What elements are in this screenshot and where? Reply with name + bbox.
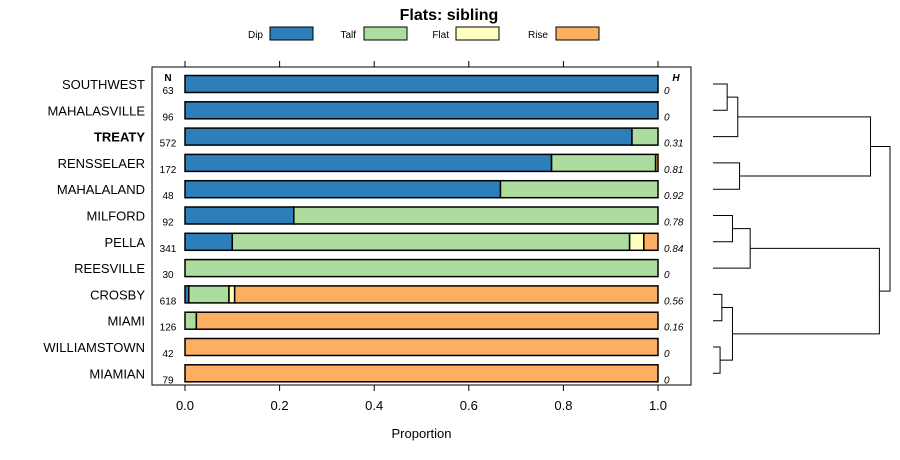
n-value-williamstown: 42 [162, 349, 174, 360]
dendrogram-link [713, 228, 751, 269]
row-label-pella: PELLA [105, 235, 146, 250]
dendrogram-link [737, 116, 872, 177]
n-value-miamian: 79 [162, 375, 174, 386]
n-value-miami: 126 [160, 323, 177, 334]
h-value-miami: 0.16 [664, 323, 684, 334]
n-value-mahalaland: 48 [162, 191, 174, 202]
row-label-williamstown: WILLIAMSTOWN [43, 340, 145, 355]
h-value-rensselaer: 0.81 [664, 165, 683, 176]
row-label-rensselaer: RENSSELAER [58, 156, 145, 171]
h-value-crosby: 0.56 [664, 296, 684, 307]
bar-pella-dip [184, 232, 234, 252]
legend-swatch-rise [555, 26, 600, 41]
n-value-treaty: 572 [160, 139, 177, 150]
bar-mahalaland-talf [499, 179, 659, 199]
bar-southwest-dip [184, 74, 659, 94]
bar-miami-rise [195, 311, 659, 330]
plot-frame [151, 66, 692, 386]
bar-pella-rise [643, 232, 659, 252]
legend-label-flat: Flat [432, 30, 449, 41]
bar-miamian-rise [184, 364, 659, 383]
bar-reesville-talf [184, 258, 659, 278]
legend-label-dip: Dip [248, 30, 263, 41]
bar-miami-talf [184, 311, 198, 330]
row-label-crosby: CROSBY [90, 287, 145, 302]
row-label-mahalasville: MAHALASVILLE [47, 103, 145, 118]
bar-williamstown-rise [184, 337, 659, 357]
h-value-williamstown: 0 [664, 349, 670, 360]
bar-crosby-rise [233, 285, 659, 304]
bar-pella-flat [628, 232, 645, 252]
bar-mahalasville-dip [184, 101, 659, 120]
row-label-reesville: REESVILLE [74, 261, 145, 276]
bar-milford-talf [293, 206, 659, 225]
dendrogram-link [713, 215, 733, 243]
dendrogram [713, 83, 891, 374]
x-axis-title: Proportion [392, 426, 452, 441]
bar-mahalaland-dip [184, 179, 502, 199]
n-value-milford: 92 [162, 218, 174, 229]
h-value-milford: 0.78 [664, 218, 684, 229]
dendrogram-link [732, 247, 880, 335]
n-value-southwest: 63 [162, 86, 174, 97]
bar-rensselaer-talf [550, 153, 657, 173]
dendrogram-link [713, 346, 721, 374]
bar-milford-dip [184, 206, 295, 225]
legend-label-rise: Rise [528, 30, 548, 41]
bar-crosby-talf [188, 285, 230, 304]
legend-swatch-talf [363, 26, 408, 41]
x-tick-label: 0.4 [365, 398, 383, 413]
n-value-mahalasville: 96 [162, 112, 174, 123]
row-label-southwest: SOUTHWEST [62, 77, 145, 92]
x-tick-label: 1.0 [649, 398, 667, 413]
plot-area: 0.0 0.2 0.4 0.6 0.8 1.0 Proportion N H SOUTHWEST 6… [43, 61, 692, 441]
h-value-mahalasville: 0 [664, 112, 670, 123]
bar-rensselaer-rise [654, 153, 659, 173]
row-label-milford: MILFORD [87, 209, 146, 224]
h-value-treaty: 0.31 [664, 139, 683, 150]
h-value-southwest: 0 [664, 86, 670, 97]
legend-swatch-flat [455, 26, 500, 41]
dendrogram-link [870, 145, 891, 292]
bar-treaty-dip [184, 127, 633, 146]
h-value-mahalaland: 0.92 [664, 191, 684, 202]
bar-pella-talf [231, 232, 631, 252]
h-value-reesville: 0 [664, 270, 670, 281]
dendrogram-link [713, 162, 741, 190]
bar-rensselaer-dip [184, 153, 553, 173]
dendrogram-link [713, 293, 723, 322]
n-value-reesville: 30 [162, 270, 174, 281]
dendrogram-link [713, 83, 728, 111]
row-label-mahalaland: MAHALALAND [57, 182, 145, 197]
n-value-crosby: 618 [160, 296, 177, 307]
bar-crosby-flat [228, 285, 236, 304]
n-value-pella: 341 [160, 244, 177, 255]
x-tick-label: 0.8 [554, 398, 572, 413]
n-value-rensselaer: 172 [160, 165, 177, 176]
legend: Dip Talf Flat Rise [248, 26, 600, 41]
dendrogram-link [713, 96, 739, 138]
h-value-pella: 0.84 [664, 244, 684, 255]
h-value-miamian: 0 [664, 375, 670, 386]
n-column-header: N [164, 73, 171, 84]
bar-treaty-talf [631, 127, 659, 146]
legend-swatch-dip [269, 26, 314, 41]
x-tick-label: 0.2 [271, 398, 289, 413]
row-label-treaty: TREATY [94, 130, 145, 145]
chart-title: Flats: sibling [400, 7, 499, 24]
row-label-miami: MIAMI [107, 314, 145, 329]
legend-label-talf: Talf [340, 30, 356, 41]
x-tick-label: 0.6 [460, 398, 478, 413]
h-column-header: H [672, 73, 680, 84]
row-label-miamian: MIAMIAN [89, 366, 145, 381]
x-tick-label: 0.0 [176, 398, 194, 413]
